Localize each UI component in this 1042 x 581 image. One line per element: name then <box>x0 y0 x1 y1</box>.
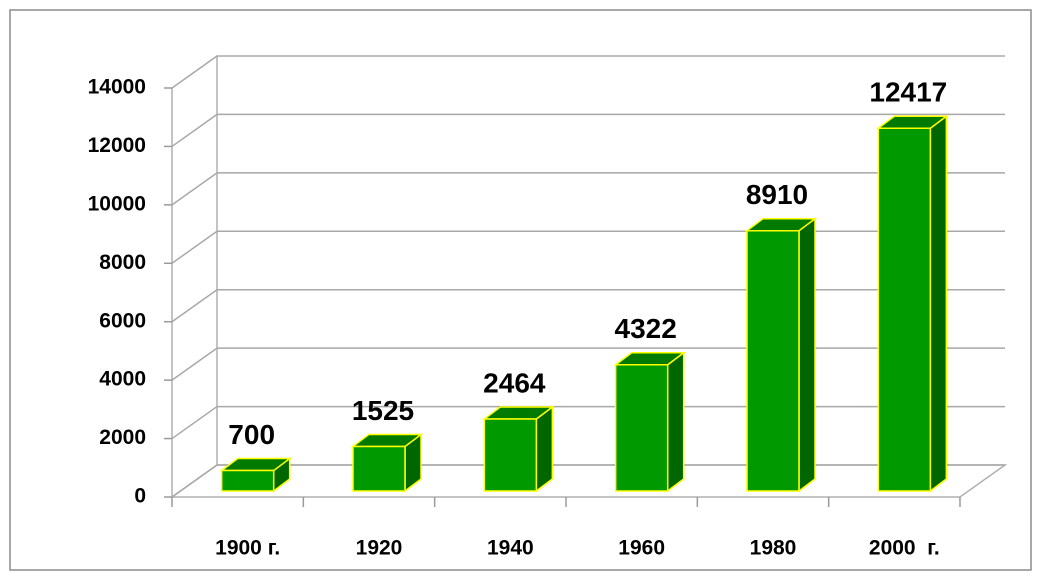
grid-line <box>171 55 1005 89</box>
value-label: 8910 <box>746 179 808 210</box>
value-label: 700 <box>228 419 275 450</box>
x-tick-label: 1940 <box>487 537 534 560</box>
bar <box>744 217 818 493</box>
grid-line <box>171 230 1005 264</box>
x-tick-label: 1980 <box>750 537 797 560</box>
y-tick-label: 8000 <box>99 251 146 274</box>
y-tick-label: 12000 <box>88 134 146 157</box>
y-tick-label: 4000 <box>99 368 146 391</box>
bar-front <box>746 229 800 492</box>
grid-line <box>171 405 1005 440</box>
grid-line <box>171 113 1005 148</box>
bar <box>350 432 424 493</box>
bar <box>613 351 686 493</box>
grid-line <box>171 172 1005 206</box>
value-label: 4322 <box>615 313 677 344</box>
bar-side <box>666 351 685 493</box>
y-tick-label: 0 <box>134 485 146 508</box>
x-tick-label: 1960 <box>618 537 665 560</box>
bar-front <box>352 445 406 492</box>
grid-line <box>171 464 1005 498</box>
grid-line <box>171 347 1005 381</box>
bar-front <box>220 469 275 492</box>
bar-front <box>614 363 669 492</box>
bar-side <box>929 114 948 493</box>
y-tick-label: 10000 <box>88 192 146 215</box>
bar-front <box>877 127 932 492</box>
grid-line <box>171 288 1005 323</box>
x-tick-label: 2000 г. <box>869 537 940 560</box>
bar-front <box>483 418 538 492</box>
value-label: 1525 <box>352 395 414 426</box>
x-tick-label: 1920 <box>356 537 403 560</box>
y-tick-label: 6000 <box>99 309 146 332</box>
value-label: 12417 <box>869 77 947 108</box>
bar <box>876 114 949 493</box>
bar <box>482 405 555 493</box>
value-label: 2464 <box>483 367 546 398</box>
bar <box>219 457 292 493</box>
y-tick-label: 2000 <box>99 426 146 449</box>
bar-side <box>798 217 816 493</box>
bar-side <box>535 405 554 493</box>
x-tick-label: 1900 г. <box>215 537 280 560</box>
y-tick-label: 14000 <box>88 76 146 99</box>
